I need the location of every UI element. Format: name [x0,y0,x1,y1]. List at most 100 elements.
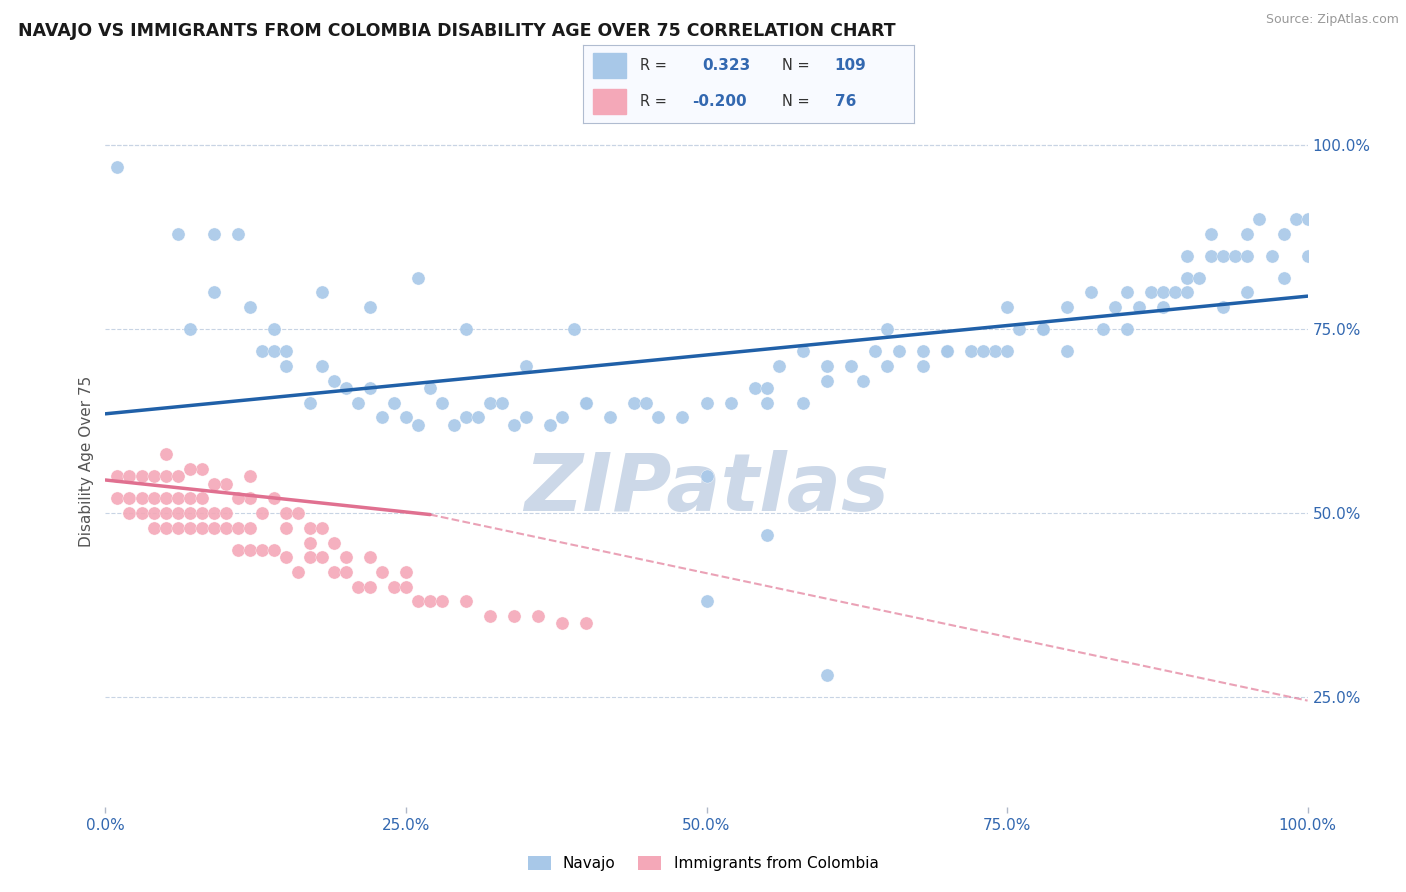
Point [335,381,357,395]
Point [1260,249,1282,263]
Point [575,616,598,631]
Point [1236,249,1258,263]
Point [696,469,718,483]
Y-axis label: Disability Age Over 75: Disability Age Over 75 [79,376,94,547]
Point [166,506,188,520]
Point [359,300,381,314]
Point [491,396,513,410]
Point [419,381,441,395]
Point [406,594,429,608]
Point [311,550,333,565]
Point [226,491,249,506]
Point [1092,322,1115,336]
Point [503,609,526,624]
Point [166,491,188,506]
Point [1188,270,1211,285]
Point [755,396,778,410]
Point [876,359,898,373]
Point [239,469,262,483]
Point [395,410,418,425]
Point [454,410,477,425]
Point [179,462,201,476]
Point [142,521,165,535]
Text: -0.200: -0.200 [693,95,747,110]
Text: N =: N = [782,95,810,110]
Point [107,161,129,175]
Text: NAVAJO VS IMMIGRANTS FROM COLOMBIA DISABILITY AGE OVER 75 CORRELATION CHART: NAVAJO VS IMMIGRANTS FROM COLOMBIA DISAB… [18,22,896,40]
Point [1272,227,1295,241]
Point [287,565,309,579]
Point [226,542,249,557]
Point [792,344,814,359]
Point [239,300,262,314]
Point [142,491,165,506]
Point [166,227,188,241]
Point [190,521,212,535]
Point [995,300,1018,314]
Point [599,410,621,425]
Text: R =: R = [640,58,666,73]
Legend: Navajo, Immigrants from Colombia: Navajo, Immigrants from Colombia [522,850,884,877]
Point [419,594,441,608]
Point [322,374,344,388]
Point [263,491,285,506]
Point [575,396,598,410]
Point [395,580,418,594]
Point [936,344,959,359]
Point [202,521,225,535]
Point [454,594,477,608]
Point [118,506,141,520]
Point [179,322,201,336]
Point [359,381,381,395]
Point [1296,249,1319,263]
Point [1212,249,1234,263]
Point [1284,211,1306,226]
Point [911,359,934,373]
Point [190,462,212,476]
Point [551,410,574,425]
Point [239,542,262,557]
Text: ZIPatlas: ZIPatlas [524,450,889,528]
Point [287,506,309,520]
Point [984,344,1007,359]
Point [562,322,585,336]
Point [202,285,225,300]
Point [515,410,537,425]
Point [479,609,502,624]
Point [454,322,477,336]
Point [503,417,526,432]
Point [335,550,357,565]
Point [575,396,598,410]
Point [118,491,141,506]
Point [371,410,394,425]
Point [1152,285,1174,300]
Point [382,396,405,410]
Point [107,469,129,483]
Point [298,550,321,565]
Point [527,609,550,624]
Point [107,491,129,506]
Point [911,344,934,359]
Point [623,396,645,410]
Point [1056,300,1078,314]
Point [1175,270,1198,285]
Point [202,227,225,241]
Point [131,469,153,483]
Text: R =: R = [640,95,666,110]
Point [335,565,357,579]
Point [768,359,790,373]
Point [274,521,297,535]
Point [1032,322,1054,336]
Point [636,396,658,410]
Point [647,410,669,425]
Point [1140,285,1163,300]
Point [1152,300,1174,314]
Point [322,535,344,549]
Point [155,469,177,483]
Point [214,476,236,491]
Point [863,344,886,359]
Point [239,491,262,506]
Point [1116,285,1139,300]
Point [298,521,321,535]
Point [1249,211,1271,226]
